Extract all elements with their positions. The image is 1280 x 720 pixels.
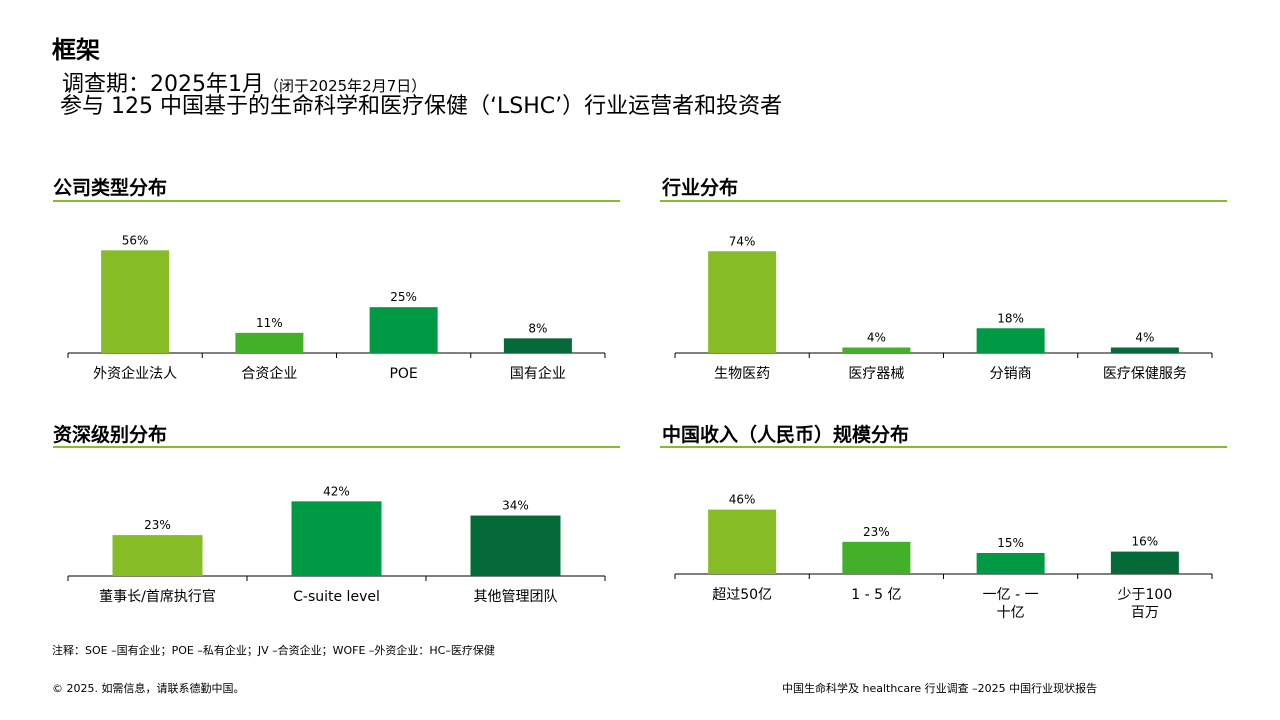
bar bbox=[842, 347, 911, 353]
bar bbox=[1110, 551, 1179, 574]
category-label-line: 超过50亿 bbox=[712, 587, 772, 603]
section-title-revenue: 中国收入（人民币）规模分布 bbox=[662, 424, 910, 446]
category-label: 其他管理团队 bbox=[474, 589, 558, 605]
bar bbox=[112, 535, 203, 576]
bar bbox=[1110, 347, 1179, 353]
category-label-line: 医疗器械 bbox=[848, 366, 904, 382]
data-label: 74% bbox=[729, 234, 756, 248]
survey-period-note: （闭于2025年2月7日） bbox=[264, 77, 427, 95]
copyright: © 2025. 如需信息，请联系德勤中国。 bbox=[52, 682, 245, 695]
data-label: 46% bbox=[729, 493, 756, 507]
section-title-seniority: 资深级别分布 bbox=[53, 424, 168, 446]
category-label-line: 生物医药 bbox=[714, 366, 770, 382]
footnote: 注释：SOE –国有企业；POE –私有企业；JV –合资企业；WOFE –外资… bbox=[52, 644, 495, 657]
category-label-line: 外资企业法人 bbox=[93, 365, 177, 382]
bar bbox=[708, 509, 777, 574]
section-divider bbox=[53, 200, 620, 202]
category-label: 超过50亿 bbox=[712, 587, 772, 603]
category-label-line: 十亿 bbox=[997, 605, 1025, 621]
section-title-company-type: 公司类型分布 bbox=[53, 177, 168, 199]
bar bbox=[369, 307, 438, 353]
section-title-industry: 行业分布 bbox=[662, 177, 739, 199]
chart-company-type: 56% 外资企业法人 11% 合资企业 25% POE 8% 国有企业 bbox=[67, 233, 606, 382]
data-label: 56% bbox=[122, 233, 149, 247]
category-label-line: 其他管理团队 bbox=[474, 589, 558, 605]
section-divider bbox=[660, 446, 1227, 448]
data-label: 23% bbox=[144, 518, 171, 532]
data-label: 4% bbox=[1135, 331, 1154, 345]
survey-period: 调查期：2025年1月（闭于2025年2月7日） bbox=[62, 72, 426, 99]
category-label: 少于100 百万 bbox=[1118, 587, 1173, 621]
category-label-line: C-suite level bbox=[293, 589, 380, 605]
data-label: 34% bbox=[502, 499, 529, 513]
data-label: 8% bbox=[528, 321, 547, 335]
bar bbox=[976, 328, 1045, 353]
category-label: 生物医药 bbox=[714, 366, 770, 382]
category-label-line: 医疗保健服务 bbox=[1103, 366, 1187, 382]
category-label-line: POE bbox=[389, 366, 417, 382]
bar bbox=[101, 250, 170, 353]
category-label: 分销商 bbox=[990, 366, 1032, 382]
category-label-line: 国有企业 bbox=[510, 365, 566, 382]
bar bbox=[503, 338, 572, 353]
data-label: 42% bbox=[323, 484, 350, 498]
data-label: 15% bbox=[997, 536, 1024, 550]
report-title: 中国生命科学及 healthcare 行业调查 –2025 中国行业现状报告 bbox=[782, 682, 1098, 695]
category-label: C-suite level bbox=[293, 589, 380, 605]
chart-industry: 74% 生物医药 4% 医疗器械 18% 分销商 4% 医疗保健服务 bbox=[674, 234, 1213, 382]
bar bbox=[291, 501, 382, 576]
category-label: 医疗器械 bbox=[848, 366, 904, 382]
bar bbox=[235, 332, 304, 353]
bar bbox=[842, 541, 911, 574]
category-label-line: 一亿 - 一 bbox=[983, 587, 1039, 603]
bar bbox=[708, 251, 777, 353]
data-label: 23% bbox=[863, 525, 890, 539]
bar bbox=[976, 553, 1045, 574]
category-label: 外资企业法人 bbox=[93, 365, 177, 382]
category-label: 一亿 - 一十亿 bbox=[983, 587, 1039, 621]
data-label: 18% bbox=[997, 311, 1024, 325]
data-label: 11% bbox=[256, 316, 283, 330]
category-label: 合资企业 bbox=[241, 365, 297, 382]
page-title: 框架 bbox=[52, 36, 100, 64]
category-label-line: 合资企业 bbox=[241, 365, 297, 382]
participants-text: 参与 125 中国基于的生命科学和医疗保健（‘LSHC’）行业运营者和投资者 bbox=[60, 94, 783, 119]
category-label: 医疗保健服务 bbox=[1103, 366, 1187, 382]
data-label: 25% bbox=[390, 290, 417, 304]
chart-revenue: 46% 超过50亿 23% 1 - 5 亿 15% 一亿 - 一十亿 16% 少于100 百万 bbox=[674, 493, 1213, 621]
category-label-line: 董事长/首席执行官 bbox=[99, 589, 216, 605]
survey-period-label: 调查期：2025年1月 bbox=[62, 72, 264, 97]
category-label-line: 分销商 bbox=[990, 366, 1032, 382]
category-label-line: 1 - 5 亿 bbox=[851, 587, 901, 603]
category-label: POE bbox=[389, 366, 417, 382]
section-divider bbox=[660, 200, 1227, 202]
data-label: 16% bbox=[1132, 535, 1159, 549]
data-label: 4% bbox=[867, 331, 886, 345]
section-divider bbox=[53, 446, 620, 448]
bar bbox=[470, 515, 561, 576]
chart-seniority: 23% 董事长/首席执行官 42% C-suite level 34% 其他管理团队 bbox=[67, 484, 606, 605]
category-label-line: 少于100 bbox=[1118, 587, 1173, 603]
category-label: 国有企业 bbox=[510, 365, 566, 382]
category-label: 董事长/首席执行官 bbox=[99, 589, 216, 605]
category-label: 1 - 5 亿 bbox=[851, 587, 901, 603]
category-label-line: 百万 bbox=[1131, 605, 1159, 621]
